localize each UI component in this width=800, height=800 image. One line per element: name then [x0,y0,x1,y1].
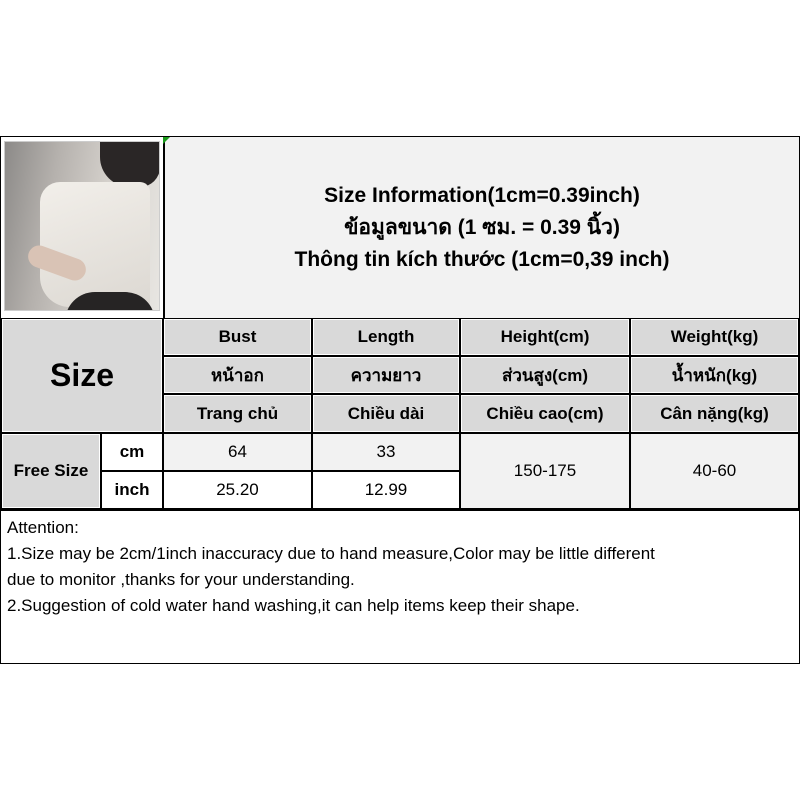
size-header: Size [1,318,163,433]
height-range: 150-175 [460,433,630,509]
cell-marker [163,137,170,144]
weight-range: 40-60 [630,433,799,509]
length-inch: 12.99 [312,471,460,509]
title-en: Size Information(1cm=0.39inch) [324,183,640,207]
col-height-en: Height(cm) [460,318,630,356]
bust-cm: 64 [163,433,312,471]
col-weight-vi: Cân nặng(kg) [630,394,799,433]
attention-line-2: 2.Suggestion of cold water hand washing,… [7,596,580,615]
bust-inch: 25.20 [163,471,312,509]
title-th: ข้อมูลขนาด (1 ซม. = 0.39 นิ้ว) [344,215,620,239]
attention-line-1: 1.Size may be 2cm/1inch inaccuracy due t… [7,544,655,589]
col-bust-th: หน้าอก [163,356,312,394]
length-cm: 33 [312,433,460,471]
attention-heading: Attention: [7,518,79,537]
size-info-title: Size Information(1cm=0.39inch) ข้อมูลขนา… [163,137,799,318]
size-table: Size Bust Length Height(cm) Weight(kg) ห… [1,318,799,509]
col-bust-vi: Trang chủ [163,394,312,433]
attention-note: Attention: 1.Size may be 2cm/1inch inacc… [1,509,799,663]
col-height-th: ส่วนสูง(cm) [460,356,630,394]
size-chart: Size Information(1cm=0.39inch) ข้อมูลขนา… [0,136,800,664]
unit-cm: cm [101,433,163,471]
col-length-th: ความยาว [312,356,460,394]
size-name: Free Size [1,433,101,509]
col-length-en: Length [312,318,460,356]
col-weight-en: Weight(kg) [630,318,799,356]
col-weight-th: น้ำหนัก(kg) [630,356,799,394]
col-length-vi: Chiều dài [312,394,460,433]
col-height-vi: Chiều cao(cm) [460,394,630,433]
product-photo [4,141,160,311]
unit-inch: inch [101,471,163,509]
col-bust-en: Bust [163,318,312,356]
title-vi: Thông tin kích thước (1cm=0,39 inch) [294,247,670,271]
